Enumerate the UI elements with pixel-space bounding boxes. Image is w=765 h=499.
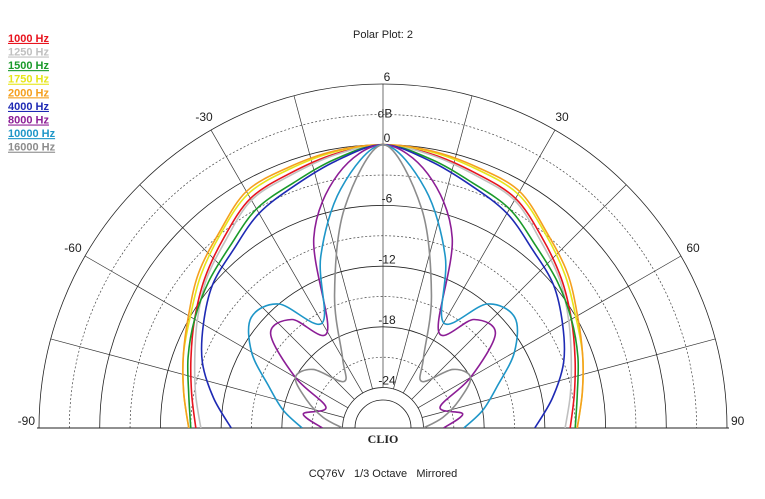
r-tick-label: -18 bbox=[378, 313, 396, 327]
theta-tick-label: 90 bbox=[731, 414, 745, 428]
chart-title: Polar Plot: 2 bbox=[353, 29, 413, 41]
r-tick-label: -24 bbox=[378, 374, 396, 388]
spoke bbox=[293, 95, 373, 389]
footer: CQ76V 1/3 Octave Mirrored bbox=[309, 468, 458, 480]
curves bbox=[181, 143, 585, 428]
legend-entry: 1500 Hz bbox=[8, 60, 49, 72]
r-tick-label: 0 bbox=[384, 131, 391, 145]
ring bbox=[220, 265, 546, 429]
theta-tick-label: 60 bbox=[686, 241, 700, 255]
theta-tick-label: -60 bbox=[64, 241, 82, 255]
ring bbox=[342, 387, 424, 429]
legend-entry: 1000 Hz bbox=[8, 33, 49, 45]
ring bbox=[281, 326, 485, 429]
center-disk bbox=[354, 399, 412, 429]
ring bbox=[38, 83, 728, 429]
theta-tick-label: -30 bbox=[195, 110, 213, 124]
legend-entry: 1250 Hz bbox=[8, 47, 49, 59]
legend-entry: 10000 Hz bbox=[8, 128, 56, 140]
r-tick-label: 6 bbox=[384, 70, 391, 84]
center-label: CLIO bbox=[368, 432, 399, 446]
spoke bbox=[393, 95, 473, 389]
spoke bbox=[84, 255, 349, 409]
theta-tick-label: -90 bbox=[18, 414, 36, 428]
spoke bbox=[210, 129, 364, 394]
series-curve bbox=[294, 143, 472, 428]
minor-ring bbox=[311, 356, 455, 429]
legend-entry: 1750 Hz bbox=[8, 74, 49, 86]
legend-entry: 2000 Hz bbox=[8, 87, 49, 99]
r-axis-label: dB bbox=[378, 107, 393, 121]
spoke bbox=[139, 184, 355, 400]
spoke bbox=[417, 255, 682, 409]
r-tick-label: -6 bbox=[382, 192, 393, 206]
theta-tick-label: 30 bbox=[555, 110, 569, 124]
legend-entry: 8000 Hz bbox=[8, 115, 49, 127]
legend-entry: 4000 Hz bbox=[8, 101, 49, 113]
spoke bbox=[411, 184, 627, 400]
r-tick-label: -12 bbox=[378, 252, 396, 266]
spoke bbox=[402, 129, 556, 394]
legend-entry: 16000 Hz bbox=[8, 142, 56, 154]
spoke bbox=[50, 338, 344, 418]
spoke bbox=[422, 338, 716, 418]
